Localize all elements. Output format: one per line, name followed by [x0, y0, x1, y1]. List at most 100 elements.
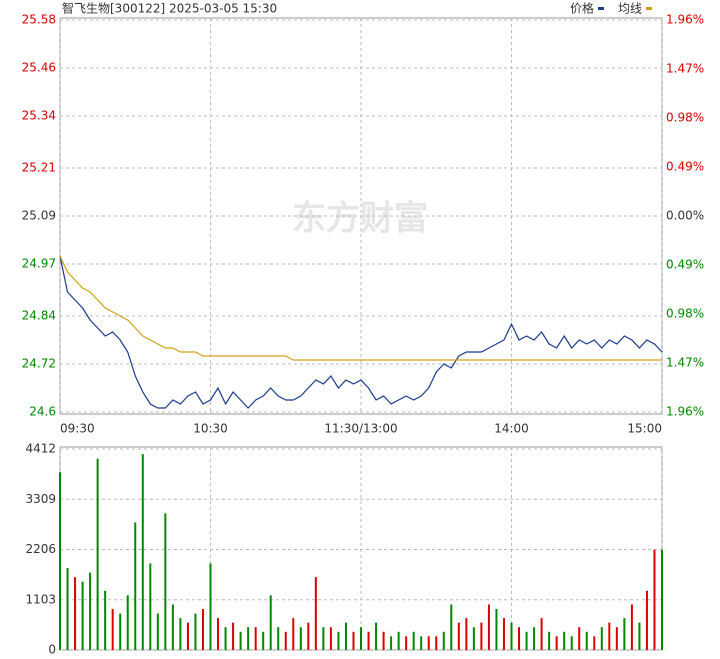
volume-bar [472, 627, 475, 650]
volume-bar [232, 622, 235, 650]
y-tick-label: 24.97 [22, 257, 56, 271]
volume-bar [510, 622, 513, 650]
volume-bar [247, 627, 250, 650]
volume-bar [442, 631, 445, 650]
x-tick-label: 14:00 [494, 422, 529, 436]
x-tick-label: 11:30/13:00 [324, 422, 397, 436]
volume-bar [81, 581, 84, 650]
volume-bar [495, 608, 498, 650]
y-tick-label: 2206 [25, 542, 56, 556]
volume-bar [307, 622, 310, 650]
volume-bar [630, 604, 633, 650]
volume-bar [141, 454, 144, 650]
y-tick-label: 25.21 [22, 161, 56, 175]
y-tick-label: 24.6 [29, 405, 56, 419]
volume-bar [179, 618, 182, 650]
legend-swatch [646, 7, 652, 10]
x-tick-label: 09:30 [60, 422, 95, 436]
volume-bar [254, 627, 257, 650]
price-line [59, 255, 662, 361]
y2-tick-label: 1.96% [666, 13, 704, 27]
volume-bar [360, 627, 362, 650]
volume-bar [367, 631, 370, 650]
y-tick-label: 25.09 [22, 209, 56, 223]
volume-bar [171, 604, 174, 650]
volume-bar [593, 636, 596, 650]
y-tick-label: 24.72 [22, 357, 56, 371]
watermark: 东方财富 [292, 199, 428, 239]
y-tick-label: 1103 [25, 592, 56, 606]
volume-bar [201, 608, 204, 650]
volume-bar [344, 622, 347, 650]
volume-bar [405, 636, 408, 650]
volume-bar [533, 627, 536, 650]
volume-bar [661, 549, 663, 650]
volume-bar [149, 563, 152, 650]
y-tick-label: 25.58 [22, 13, 56, 27]
volume-bar [540, 618, 543, 650]
volume-bar [608, 622, 611, 650]
y2-tick-label: 0.98% [666, 111, 704, 125]
y-tick-label: 3309 [25, 492, 56, 506]
volume-bar [427, 636, 430, 650]
y-tick-label: 25.46 [22, 61, 56, 75]
volume-bar [89, 572, 92, 650]
price-line [59, 255, 663, 409]
y-tick-label: 25.34 [22, 109, 56, 123]
volume-bar [314, 577, 317, 650]
volume-bar [186, 622, 189, 650]
volume-bar [525, 631, 528, 650]
y-tick-label: 24.84 [22, 309, 56, 323]
volume-bar [450, 604, 453, 650]
volume-bar [322, 627, 325, 650]
x-tick-label: 10:30 [193, 422, 228, 436]
y-tick-label: 0 [48, 643, 56, 656]
volume-bar [487, 604, 490, 650]
y-tick-label: 4412 [25, 442, 56, 456]
y2-tick-label: 0.00% [666, 209, 704, 223]
volume-bar [382, 631, 385, 650]
volume-bar [96, 458, 99, 650]
volume-bar [269, 595, 272, 650]
volume-bar [292, 618, 295, 650]
volume-bar [59, 472, 61, 650]
volume-bar [585, 631, 588, 650]
y2-tick-label: 0.49% [666, 258, 704, 272]
volume-bar [502, 618, 505, 650]
volume-bar [375, 622, 378, 650]
volume-bar [465, 618, 468, 650]
legend-label: 均线 [618, 2, 642, 16]
volume-bar [563, 631, 566, 650]
volume-bar [104, 590, 107, 650]
y2-tick-label: 1.96% [666, 405, 704, 419]
volume-bar [600, 627, 603, 650]
volume-bar [570, 636, 573, 650]
volume-bar [480, 622, 483, 650]
volume-bar [397, 631, 400, 650]
volume-bar [111, 608, 114, 650]
volume-bar [578, 627, 581, 650]
volume-bar [638, 622, 641, 650]
y2-tick-label: 0.98% [666, 307, 704, 321]
volume-bar [277, 627, 280, 650]
volume-bar [653, 549, 656, 650]
y2-tick-label: 0.49% [666, 160, 704, 174]
volume-bar [209, 563, 212, 650]
volume-bar [548, 631, 551, 650]
volume-bar [217, 618, 220, 650]
volume-bar [457, 622, 460, 650]
volume-bar [224, 627, 227, 650]
y2-tick-label: 1.47% [666, 62, 704, 76]
volume-bar [518, 627, 521, 650]
volume-bar [284, 631, 287, 650]
volume-bar [390, 636, 393, 650]
volume-bar [262, 631, 265, 650]
volume-bar [615, 627, 618, 650]
legend-swatch [598, 7, 604, 10]
volume-bar [126, 595, 129, 650]
volume-bar [420, 636, 423, 650]
volume-bar [194, 613, 197, 650]
volume-bar [623, 618, 626, 650]
volume-bar [156, 613, 159, 650]
